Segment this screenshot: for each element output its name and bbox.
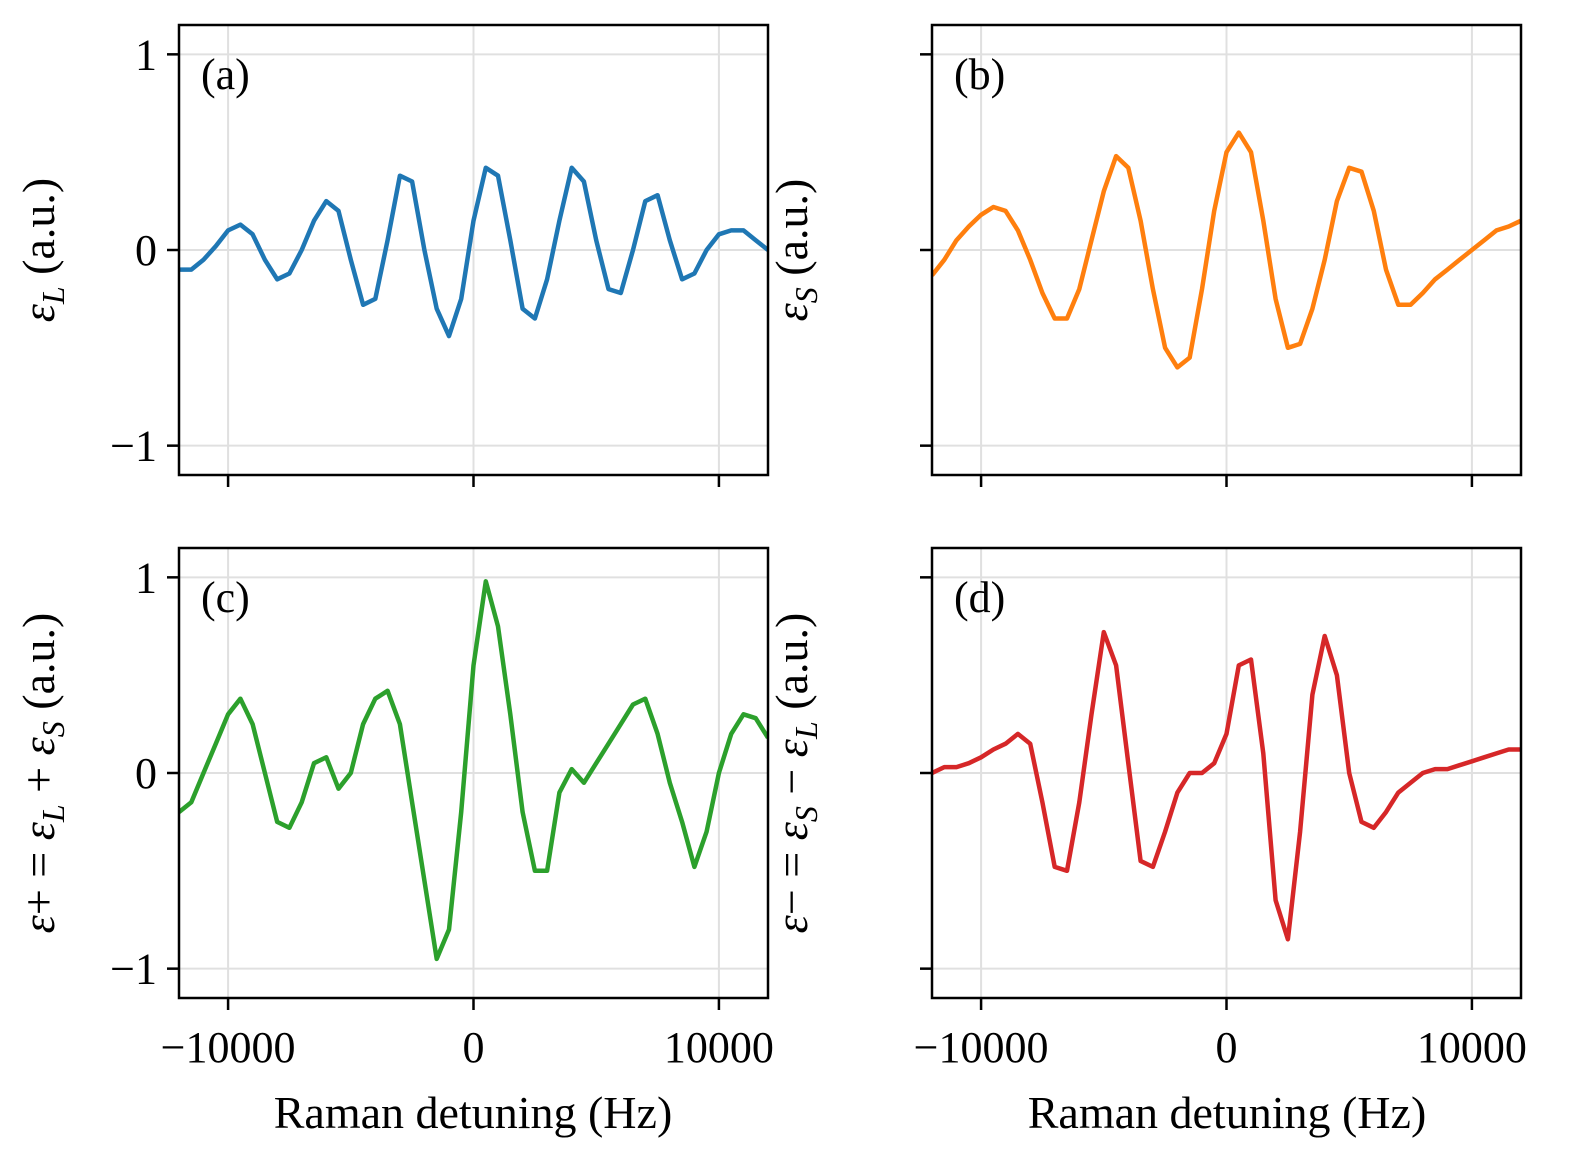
ylabel-operator-2: + <box>13 755 64 804</box>
ylabel-symbol: ε <box>766 302 817 321</box>
series-line <box>932 629 1521 942</box>
panel-d: −10000 0 10000 (d) ε− = εS​ − εL​ (a.u.) <box>766 546 1527 1072</box>
ylabel-operator: + = <box>13 840 64 915</box>
ylabel-symbol: ε <box>13 303 64 322</box>
y-axis-label: εS​ (a.u.) <box>766 179 824 322</box>
panel-label: (c) <box>201 573 250 622</box>
panel-a: 1 0 −1 (a) εL​ (a.u.) <box>13 23 770 487</box>
y-tick-label: 1 <box>135 30 157 79</box>
x-axis-label-right: Raman detuning (Hz) <box>1028 1087 1427 1138</box>
ylabel-subscript-2: L <box>35 804 71 823</box>
series-line <box>932 130 1521 370</box>
y-tick-label: −1 <box>110 945 157 994</box>
y-axis-label: εL​ (a.u.) <box>13 178 71 323</box>
series-line <box>179 165 768 339</box>
ylabel-operator-2: − <box>766 757 817 806</box>
x-tick-label: 0 <box>463 1023 485 1072</box>
y-axis-label: ε− = εS​ − εL​ (a.u.) <box>766 613 824 934</box>
ylabel-symbol-2: ε <box>766 821 817 840</box>
ylabel-subscript-3: L <box>788 721 824 740</box>
y-tick-label: −1 <box>110 422 157 471</box>
x-tick-label: −10000 <box>161 1023 296 1072</box>
series-line <box>179 579 768 962</box>
x-tick-label: −10000 <box>914 1023 1049 1072</box>
ylabel-unit: (a.u.) <box>766 613 817 722</box>
y-tick-label: 0 <box>135 226 157 275</box>
x-tick-label: 10000 <box>1417 1023 1527 1072</box>
x-axis-label-left: Raman detuning (Hz) <box>274 1087 673 1138</box>
x-tick-label: 10000 <box>664 1023 774 1072</box>
y-tick-label: 1 <box>135 553 157 602</box>
panel-label: (d) <box>954 573 1005 622</box>
y-axis-label: ε+ = εL​ + εS​ (a.u.) <box>13 613 71 934</box>
y-tick-label: 0 <box>135 749 157 798</box>
ylabel-symbol: ε <box>766 914 817 933</box>
ylabel-symbol-3: ε <box>766 738 817 757</box>
ylabel-operator: − = <box>766 840 817 915</box>
x-tick-label: 0 <box>1216 1023 1238 1072</box>
panel-b: (b) εS​ (a.u.) <box>766 23 1523 487</box>
ylabel-subscript: S <box>788 287 824 303</box>
ylabel-subscript: L <box>35 286 71 305</box>
ylabel-subscript-2: S <box>788 806 824 822</box>
ylabel-unit: (a.u.) <box>766 179 817 288</box>
ylabel-unit: (a.u.) <box>13 178 64 287</box>
panel-c: −10000 0 10000 1 0 −1 (c) ε+ = εL​ + εS​ (a.u.) <box>13 546 774 1072</box>
panel-label: (b) <box>954 50 1005 99</box>
ylabel-symbol: ε <box>13 914 64 933</box>
ylabel-unit: (a.u.) <box>13 613 64 722</box>
panel-label: (a) <box>201 50 250 99</box>
ylabel-symbol-3: ε <box>13 736 64 755</box>
ylabel-subscript-3: S <box>35 721 71 737</box>
ylabel-symbol-2: ε <box>13 821 64 840</box>
